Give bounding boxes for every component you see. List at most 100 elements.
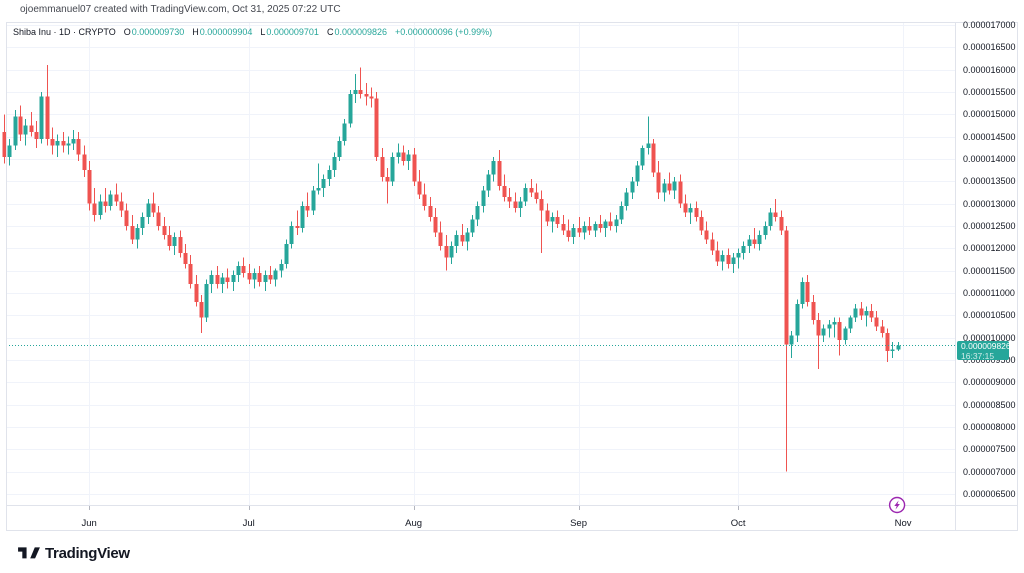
candle [124,203,129,231]
candles-layer [2,65,901,472]
ohlc-open: O0.000009730 [124,27,185,37]
candle-body [438,232,443,247]
candle-body [763,226,768,235]
candle-body [561,223,566,231]
price-axis-label: 0.000016000 [963,64,1016,75]
candle-body [624,192,629,206]
candle-body [71,138,76,144]
candle [683,194,688,218]
candle [284,239,289,269]
candle-body [757,234,762,244]
candle [864,306,869,327]
candle [82,145,87,177]
price-axis-label: 0.000014500 [963,131,1016,142]
candle-body [635,165,640,182]
candle [225,268,230,289]
price-axis-label: 0.000007500 [963,444,1016,455]
candle-body [23,125,28,135]
candle-body [348,94,353,124]
candle [92,188,97,222]
candle-body [433,217,438,233]
candle [188,255,193,289]
candle-body [204,284,209,318]
candle-body [513,201,518,209]
lightning-event-icon[interactable] [888,496,906,514]
candle-body [295,226,300,229]
candle-body [337,141,342,157]
candle-body [773,212,778,218]
candle [880,319,885,338]
candle [50,127,55,155]
candle-body [406,154,411,162]
candle-body [741,246,746,253]
candle-body [167,234,172,247]
candle [220,272,225,294]
candle [374,92,379,162]
ohlc-high-value: 0.000009904 [199,27,253,37]
candle-body [34,132,39,139]
candle [603,219,608,238]
candle-body [39,96,44,139]
candle-body [577,228,582,233]
candle-body [140,217,145,229]
candle-body [539,199,544,211]
candle [699,210,704,235]
symbol-title[interactable]: Shiba Inu · 1D · CRYPTO [13,27,116,37]
candle [364,83,369,106]
candle-body [98,201,103,215]
tradingview-logo[interactable]: TradingView [18,544,130,562]
candle [571,223,576,244]
candle-body [209,275,214,285]
candle-body [353,89,358,95]
candle-body [108,194,113,206]
time-axis[interactable]: Jun Jul Aug Sep Oct Nov [0,505,1024,531]
ohlc-close: C0.000009826 [327,27,387,37]
candle [869,304,874,323]
candle [396,143,401,164]
candle [619,201,624,224]
price-axis[interactable]: 0.000017000 0.000016500 0.000016000 0.00001… [956,20,1018,505]
candle-body [460,234,465,242]
price-axis-label: 0.000009500 [963,355,1016,365]
ohlc-open-label: O [123,27,131,37]
candle-body [45,96,50,139]
candle [305,192,310,218]
candle [614,214,619,233]
price-axis-label: 0.000007000 [963,466,1016,477]
candle [757,230,762,251]
candle [140,212,145,235]
candle-body [199,301,204,318]
candle-body [843,328,848,340]
candle [715,241,720,267]
lightning-bolt-glyph [894,500,900,510]
candle-body [523,188,528,202]
candle [428,196,433,222]
candle [412,147,417,186]
candle [130,214,135,244]
candle-body [114,194,119,202]
candle-body [672,181,677,191]
candle-body [284,243,289,264]
candle [646,116,651,155]
candle [108,190,113,211]
candle [406,150,411,171]
candle-body [864,310,869,316]
candle-body [481,190,486,206]
ohlc-low: L0.000009701 [260,27,319,37]
candle-body [305,205,310,211]
candle [114,183,119,206]
candle [534,183,539,204]
candle-body [608,221,613,227]
price-axis-label: 0.000008500 [963,399,1016,410]
candle-body [678,181,683,204]
price-axis-label: 0.000017000 [963,20,1016,30]
candle-body [518,201,523,209]
candle [805,275,810,307]
candle [417,170,422,200]
change-value: +0.000000096 (+0.99%) [395,27,493,37]
candle-body [29,125,34,133]
candle [71,129,76,151]
candle-body [821,328,826,336]
candle [763,221,768,240]
